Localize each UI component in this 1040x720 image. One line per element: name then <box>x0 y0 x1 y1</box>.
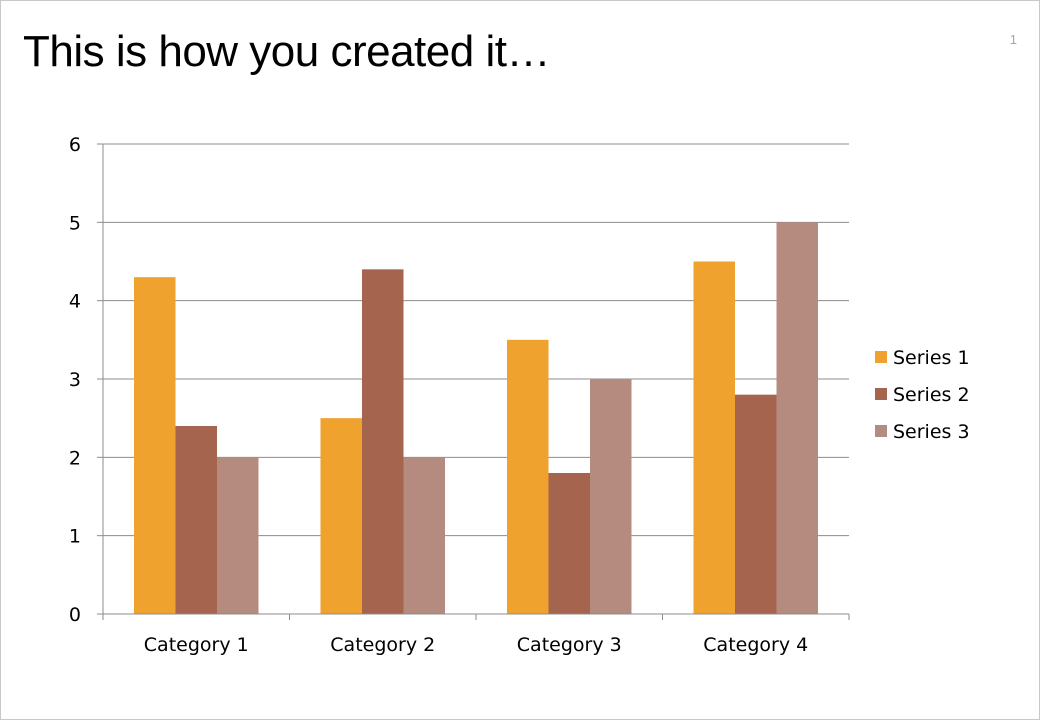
bar-series-2-category-4 <box>735 394 777 614</box>
slide-title: This is how you created it… <box>23 27 550 76</box>
bar-series-3-category-4 <box>776 222 818 615</box>
x-tick-label-3: Category 3 <box>517 634 622 656</box>
legend-label-series-1: Series 1 <box>893 347 970 369</box>
legend-label-series-3: Series 3 <box>893 421 970 443</box>
bar-series-3-category-1 <box>217 457 259 614</box>
x-tick-label-2: Category 2 <box>330 634 435 656</box>
y-tick-label-2: 2 <box>69 447 81 469</box>
x-tick-label-4: Category 4 <box>703 634 808 656</box>
y-tick-label-6: 6 <box>69 134 81 156</box>
slide-number: 1 <box>1009 32 1017 47</box>
bar-series-3-category-3 <box>590 379 632 614</box>
bar-series-2-category-1 <box>175 426 217 614</box>
legend-swatch-series-3 <box>875 425 887 437</box>
bar-series-2-category-2 <box>362 269 404 614</box>
y-tick-label-3: 3 <box>69 369 81 391</box>
bar-series-1-category-1 <box>134 277 176 614</box>
legend-swatch-series-1 <box>875 351 887 363</box>
y-tick-label-5: 5 <box>69 212 81 234</box>
bar-series-2-category-3 <box>548 473 590 614</box>
y-tick-label-1: 1 <box>69 526 81 548</box>
y-tick-label-0: 0 <box>69 604 81 626</box>
bar-series-1-category-2 <box>320 418 362 614</box>
bar-series-1-category-4 <box>693 261 735 614</box>
y-tick-label-4: 4 <box>69 291 81 313</box>
bar-series-1-category-3 <box>507 339 549 614</box>
x-tick-label-1: Category 1 <box>144 634 249 656</box>
legend-label-series-2: Series 2 <box>893 384 970 406</box>
bar-series-3-category-2 <box>403 457 445 614</box>
legend-swatch-series-2 <box>875 388 887 400</box>
